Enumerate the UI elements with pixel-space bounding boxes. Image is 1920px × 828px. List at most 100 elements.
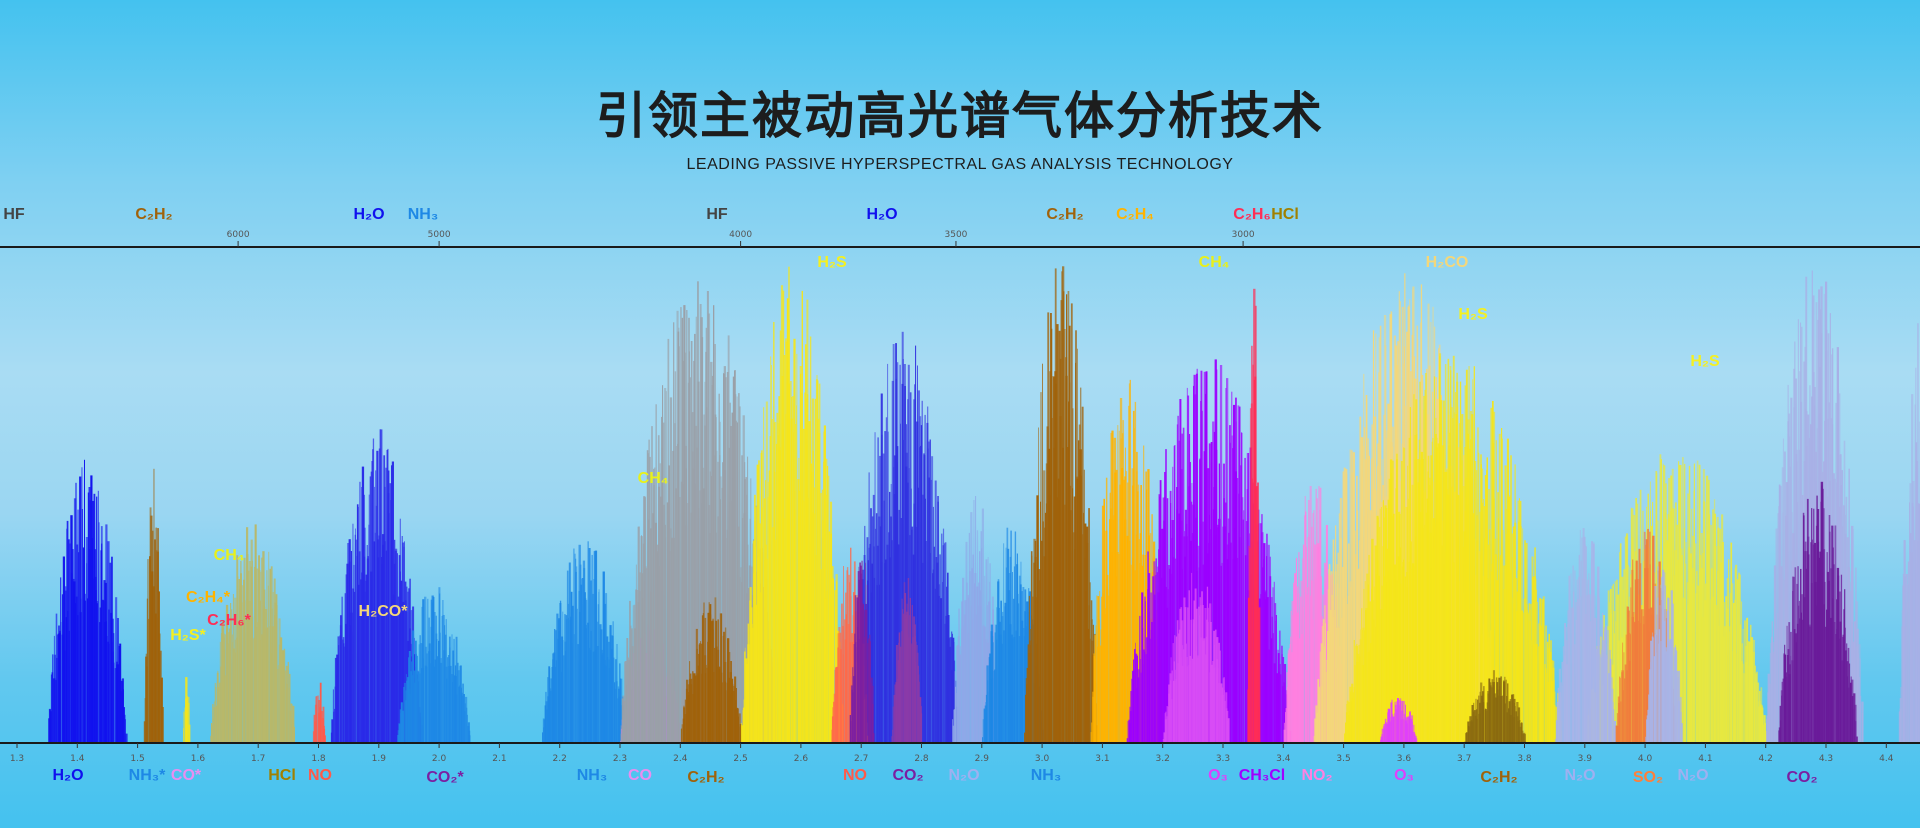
spectrum-line-h2s xyxy=(1761,713,1764,742)
spectrum-line-n2o xyxy=(987,557,989,742)
bottom-tick-label: 3.2 xyxy=(1156,754,1170,764)
spectrum-line-h2s xyxy=(1543,599,1545,742)
spectrum-line-ch4 xyxy=(212,704,214,742)
spectrum-line-nh3 xyxy=(1005,567,1007,742)
spectrum-line-h2o xyxy=(894,455,896,742)
spectrum-line-n2o xyxy=(1811,270,1813,742)
spectrum-line-h2o xyxy=(112,651,114,742)
bottom-tick-label: 4.4 xyxy=(1879,754,1894,764)
spectrum-line-ch4 xyxy=(266,627,269,742)
spectrum-line-co2 xyxy=(1790,655,1792,742)
spectrum-line-n2o xyxy=(1839,393,1841,742)
spectrum-line-n2o xyxy=(1663,622,1665,742)
spectrum-line-n2o xyxy=(959,646,961,742)
spectrum-line-ch4 xyxy=(673,322,675,742)
spectrum-line-no xyxy=(312,731,315,742)
bottom-gas-label: NH₃* xyxy=(128,767,166,784)
spectrum-line-h2s xyxy=(1470,439,1472,742)
spectrum-line-h2s xyxy=(1514,464,1516,742)
spectrum-line-h2s xyxy=(1697,610,1700,742)
spectrum-line-no2 xyxy=(1295,557,1297,742)
spectrum-line-h2o xyxy=(403,546,405,742)
spectrum-line-ch4 xyxy=(1131,678,1133,742)
spectrum-line-h2o xyxy=(79,476,82,742)
spectrum-line-ch4 xyxy=(741,518,744,742)
spectrum-line-h2o xyxy=(377,557,380,742)
spectrum-line-h2s xyxy=(1554,691,1556,742)
spectrum-line-nh3 xyxy=(613,657,615,742)
spectrum-line-n2o xyxy=(1559,692,1562,742)
spectrum-line-h2s xyxy=(1433,376,1436,742)
spectrum-line-c2h2 xyxy=(1050,495,1052,742)
bottom-gas-label: CH₃Cl xyxy=(1238,767,1286,784)
spectrum-line-h2o xyxy=(343,643,345,742)
spectrum-line-c2h2 xyxy=(1490,685,1492,742)
spectrum-line-h2o xyxy=(106,636,108,742)
spectrum-line-h2s xyxy=(1481,468,1484,742)
spectrum-line-ch4 xyxy=(1278,671,1280,742)
spectrum-line-h2s xyxy=(1656,472,1658,742)
spectrum-line-nh3 xyxy=(612,621,614,742)
spectrum-line-c2h2 xyxy=(1510,715,1512,742)
spectrum-line-ch4 xyxy=(635,564,637,742)
spectrum-line-o3 xyxy=(1412,724,1415,742)
spectrum-line-o3 xyxy=(1394,701,1396,742)
spectrum-line-nh3 xyxy=(572,605,574,742)
spectrum-line-h2o xyxy=(935,557,938,742)
spectrum-line-h2s xyxy=(1680,548,1683,742)
spectrum-line-h2s xyxy=(1407,498,1409,742)
spectrum-line-h2o xyxy=(887,431,889,742)
inner-gas-label: H₂S xyxy=(817,254,847,271)
spectrum-line-ch4 xyxy=(1221,562,1223,742)
spectrum-line-nh3 xyxy=(987,691,989,742)
spectrum-line-h2s xyxy=(1423,395,1425,742)
spectrum-line-o3 xyxy=(1174,635,1176,742)
spectrum-line-co2 xyxy=(1848,687,1850,742)
spectrum-line-no2 xyxy=(1285,708,1287,742)
spectrum-line-nh3 xyxy=(440,658,442,742)
bottom-tick-label: 3.0 xyxy=(1035,754,1050,764)
spectrum-line-h2o xyxy=(398,555,401,742)
bottom-gas-label: H₂O xyxy=(52,767,84,784)
spectrum-line-n2o xyxy=(1859,658,1861,742)
spectrum-line-h2co xyxy=(1313,736,1315,742)
spectrum-line-c2h4 xyxy=(1127,540,1129,742)
spectrum-line-h2s xyxy=(1400,583,1402,742)
spectrum-line-h2s xyxy=(1751,686,1753,742)
spectrum-line-ch4 xyxy=(662,385,664,742)
spectrum-line-ch4 xyxy=(226,637,228,742)
spectrum-line-h2s xyxy=(1723,636,1725,742)
spectrum-line-h2s xyxy=(1619,543,1622,742)
spectrum-line-nh3 xyxy=(416,672,418,742)
spectrum-line-n2o xyxy=(1585,546,1587,742)
spectrum-line-co2 xyxy=(1851,696,1854,742)
spectrum-line-co2 xyxy=(1840,644,1841,742)
spectrum-line-h2o xyxy=(930,553,931,742)
spectrum-line-h2co xyxy=(1375,333,1377,742)
page-subtitle: LEADING PASSIVE HYPERSPECTRAL GAS ANALYS… xyxy=(686,156,1234,173)
spectrum-line-h2s xyxy=(770,356,772,742)
spectrum-line-ch4 xyxy=(1142,649,1145,742)
spectrum-line-o3 xyxy=(1171,670,1173,742)
spectrum-line-nh3 xyxy=(441,616,443,742)
spectrum-line-h2s xyxy=(1511,557,1513,742)
spectrum-line-h2s xyxy=(1419,381,1421,742)
spectrum-line-h2s xyxy=(748,653,750,742)
spectrum-line-no2 xyxy=(1313,542,1315,742)
spectrum-line-c2h2 xyxy=(1523,734,1526,742)
spectrum-line-o3 xyxy=(1403,713,1406,742)
spectrum-line-co2 xyxy=(1819,551,1822,742)
spectrum-line-h2s xyxy=(1406,587,1409,742)
spectrum-line-h2o xyxy=(923,455,926,742)
spectrum-line-nh3 xyxy=(576,608,578,742)
spectrum-line-h2o xyxy=(400,580,403,742)
spectrum-line-h2o xyxy=(927,406,929,742)
spectrum-line-ch4 xyxy=(630,625,632,742)
spectrum-line-h2s xyxy=(1503,589,1506,742)
spectrum-line-h2s xyxy=(1722,584,1724,742)
spectrum-line-nh3 xyxy=(563,655,565,742)
spectrum-line-h2s xyxy=(1708,482,1710,742)
spectrum-line-nh3 xyxy=(1018,575,1021,742)
spectrum-line-nh3 xyxy=(610,625,612,742)
spectrum-line-n2o xyxy=(1771,621,1773,742)
